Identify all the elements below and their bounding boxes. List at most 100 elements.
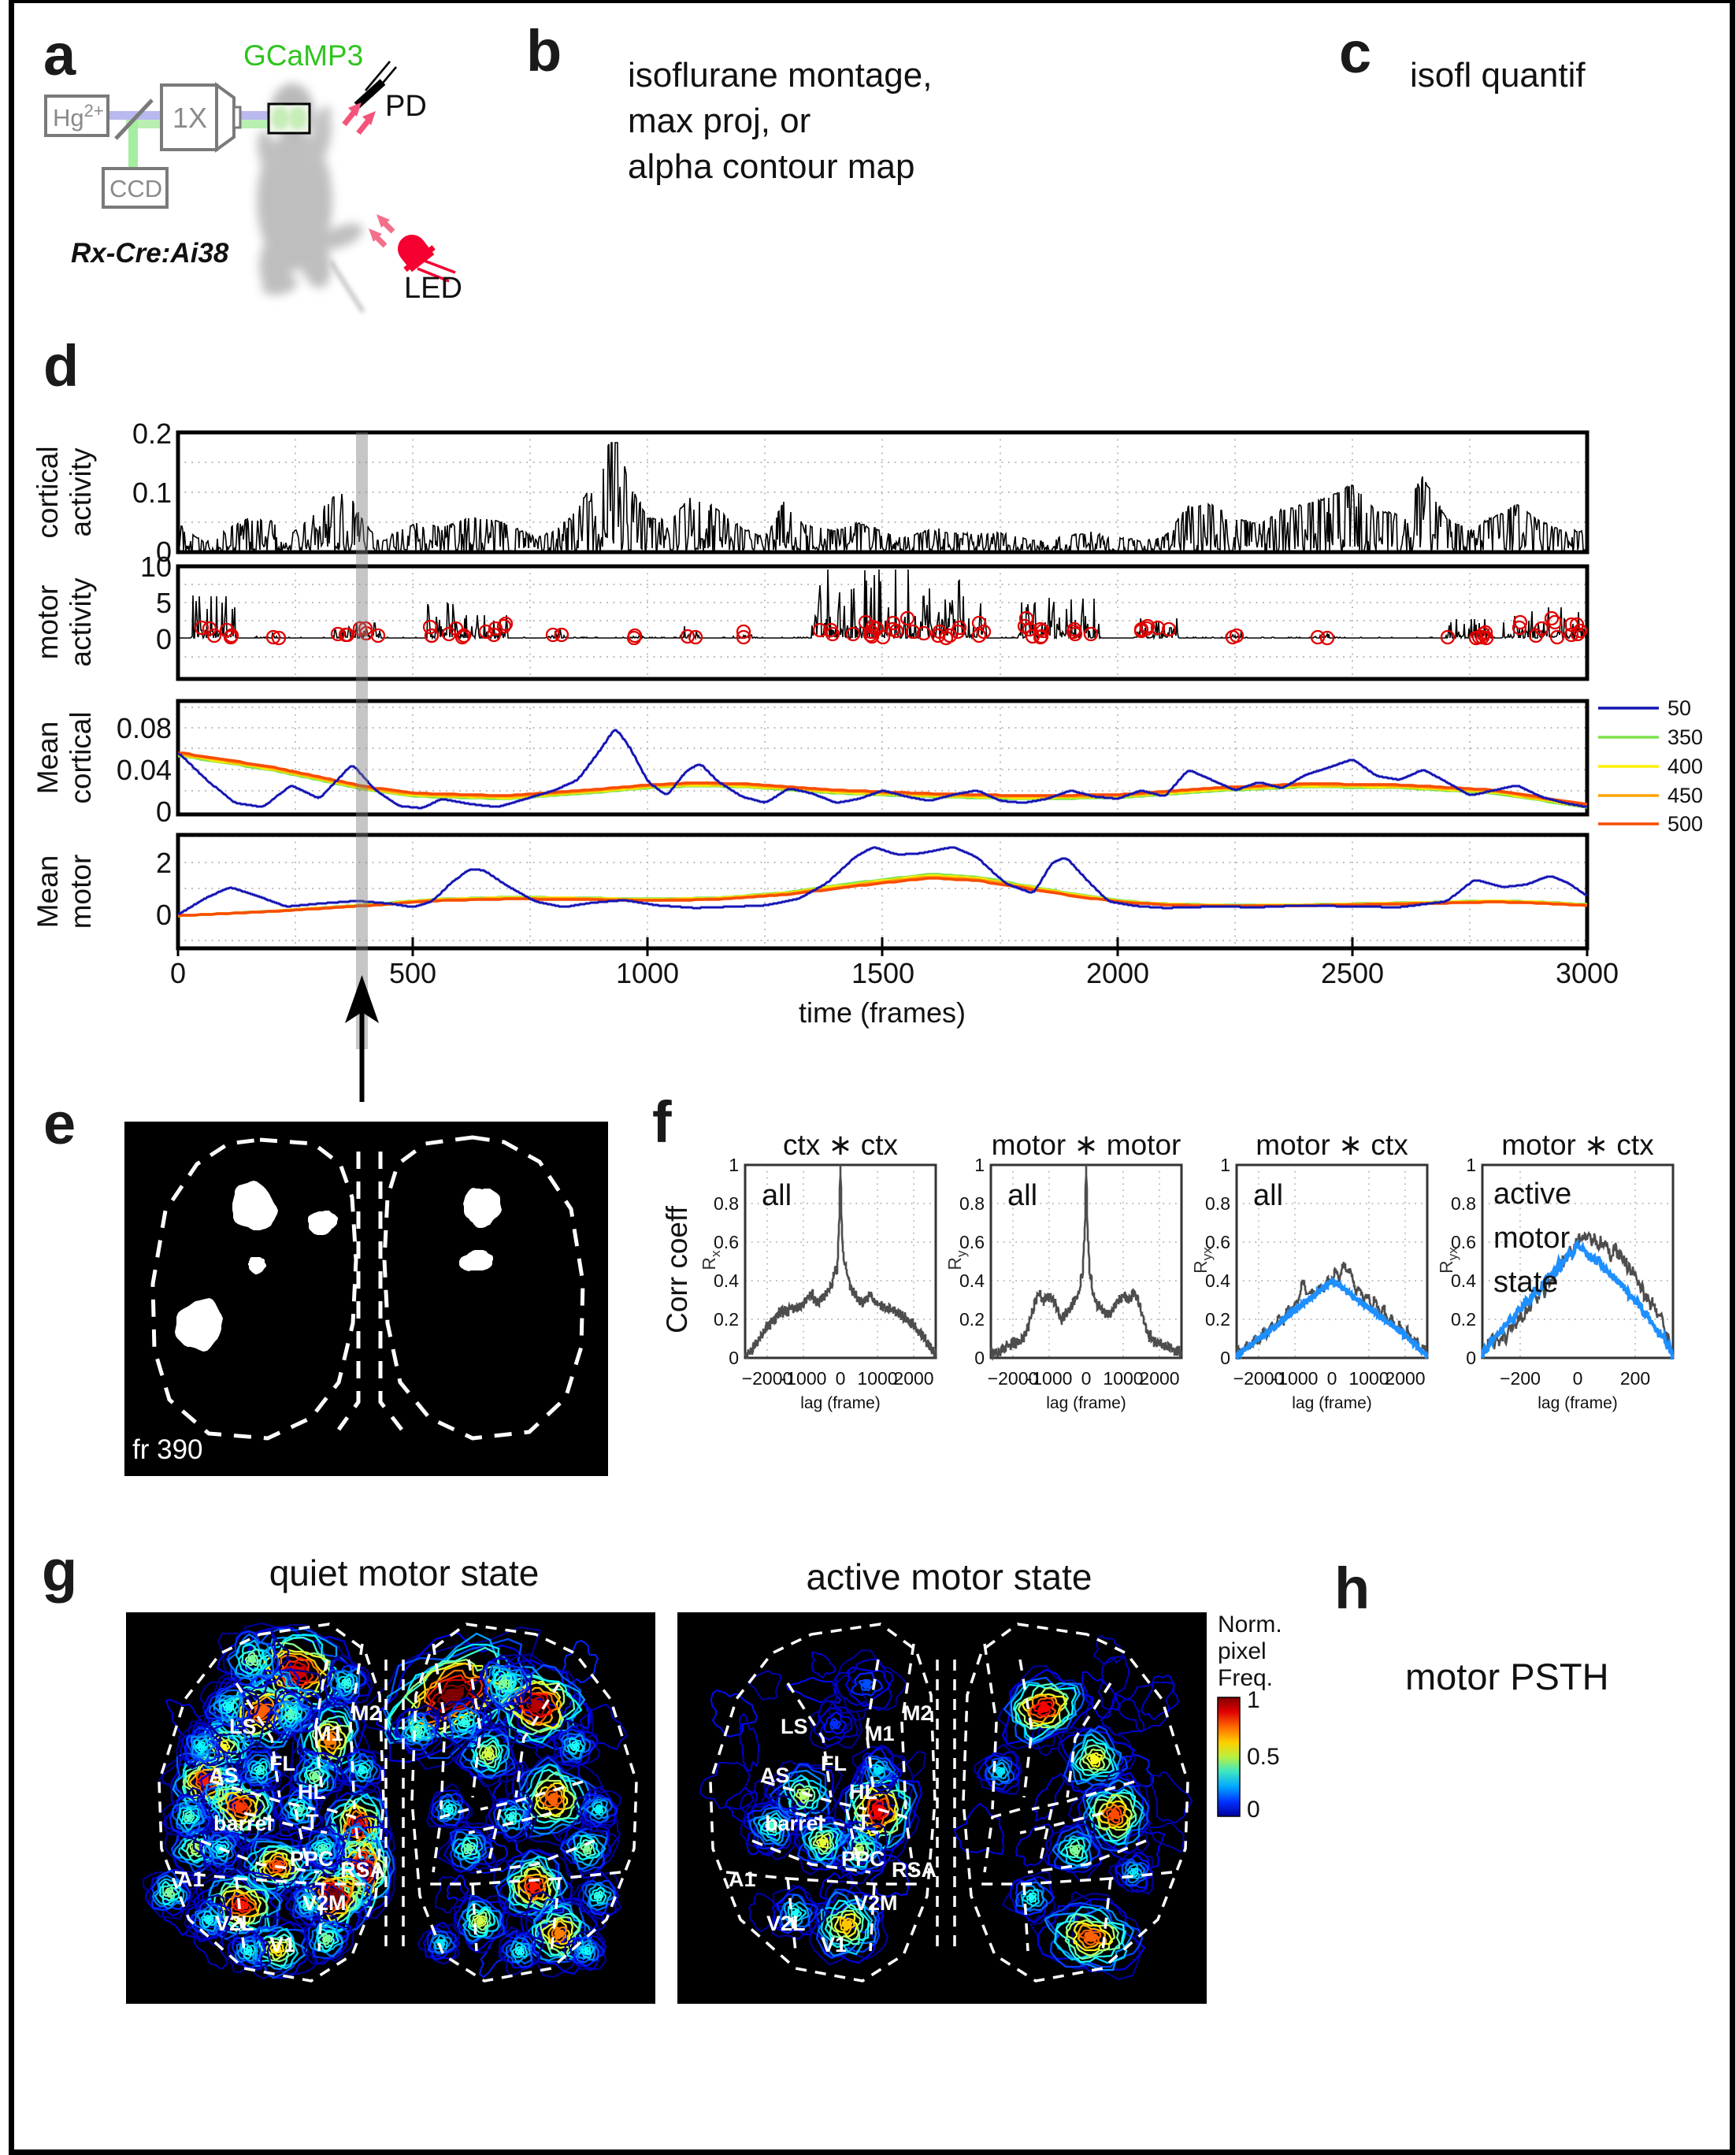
svg-text:0: 0 — [1466, 1348, 1476, 1368]
svg-text:LS: LS — [781, 1715, 808, 1738]
svg-text:0.4: 0.4 — [959, 1270, 985, 1291]
svg-text:a: a — [43, 22, 76, 87]
svg-text:T: T — [306, 1810, 319, 1834]
svg-text:T: T — [857, 1810, 870, 1834]
svg-text:active motor state: active motor state — [806, 1556, 1092, 1597]
svg-text:0.6: 0.6 — [714, 1232, 739, 1252]
svg-text:0.6: 0.6 — [1205, 1232, 1230, 1252]
svg-text:M2: M2 — [351, 1701, 381, 1725]
svg-text:barrel: barrel — [213, 1812, 273, 1835]
svg-text:HL: HL — [849, 1780, 877, 1804]
svg-text:AS: AS — [760, 1764, 790, 1787]
svg-text:0.2: 0.2 — [132, 417, 172, 450]
svg-text:Rx: Rx — [699, 1250, 723, 1270]
svg-text:0.6: 0.6 — [959, 1232, 985, 1252]
svg-text:V2L: V2L — [215, 1912, 254, 1935]
svg-text:d: d — [43, 333, 79, 399]
svg-text:450: 450 — [1667, 784, 1703, 807]
svg-text:motor ∗ ctx: motor ∗ ctx — [1256, 1129, 1408, 1161]
svg-text:motor ∗ ctx: motor ∗ ctx — [1501, 1129, 1654, 1161]
svg-text:motor ∗ motor: motor ∗ motor — [992, 1129, 1181, 1161]
svg-text:0: 0 — [1327, 1368, 1337, 1389]
svg-text:Hg2+: Hg2+ — [53, 101, 104, 132]
svg-text:active: active — [1493, 1178, 1571, 1211]
svg-text:0.08: 0.08 — [117, 712, 172, 744]
svg-text:-1000: -1000 — [1272, 1368, 1319, 1389]
svg-text:0: 0 — [1081, 1368, 1092, 1389]
svg-text:350: 350 — [1667, 725, 1703, 749]
svg-text:PD: PD — [385, 90, 427, 123]
svg-text:lag (frame): lag (frame) — [1046, 1394, 1126, 1412]
svg-text:activity: activity — [65, 577, 97, 667]
svg-text:0.4: 0.4 — [714, 1270, 739, 1291]
svg-text:1X: 1X — [172, 102, 207, 134]
svg-text:2000: 2000 — [893, 1368, 933, 1389]
svg-text:Corr coeff: Corr coeff — [661, 1205, 693, 1333]
svg-text:0.8: 0.8 — [1205, 1193, 1230, 1214]
svg-text:V1: V1 — [269, 1933, 295, 1957]
svg-text:Norm.: Norm. — [1218, 1612, 1282, 1638]
svg-text:-1000: -1000 — [1026, 1368, 1073, 1389]
svg-text:V1: V1 — [821, 1933, 847, 1957]
svg-text:−200: −200 — [1500, 1368, 1541, 1389]
svg-text:200: 200 — [1620, 1368, 1650, 1389]
svg-text:pixel: pixel — [1218, 1638, 1267, 1664]
svg-text:RSA: RSA — [340, 1858, 385, 1882]
svg-text:−2000: −2000 — [1233, 1368, 1285, 1389]
svg-text:0.4: 0.4 — [1451, 1270, 1476, 1291]
svg-text:0: 0 — [156, 623, 172, 655]
svg-text:0: 0 — [836, 1368, 846, 1389]
svg-text:2500: 2500 — [1321, 957, 1384, 989]
svg-text:0: 0 — [1573, 1368, 1583, 1389]
svg-text:fr 390: fr 390 — [132, 1434, 203, 1465]
svg-text:1000: 1000 — [857, 1368, 897, 1389]
svg-text:2000: 2000 — [1139, 1368, 1179, 1389]
svg-text:−2000: −2000 — [988, 1368, 1039, 1389]
svg-text:0.04: 0.04 — [117, 754, 172, 786]
svg-text:PPC: PPC — [290, 1847, 334, 1871]
svg-text:0.2: 0.2 — [714, 1309, 739, 1330]
svg-text:lag (frame): lag (frame) — [800, 1394, 881, 1412]
svg-text:A1: A1 — [729, 1868, 756, 1891]
svg-text:400: 400 — [1667, 755, 1703, 778]
svg-text:1: 1 — [1247, 1687, 1260, 1713]
svg-text:motor PSTH: motor PSTH — [1405, 1656, 1609, 1697]
svg-text:barrel: barrel — [765, 1812, 824, 1835]
svg-text:lag (frame): lag (frame) — [1538, 1394, 1618, 1412]
svg-text:500: 500 — [389, 957, 436, 989]
svg-text:Freq.: Freq. — [1218, 1665, 1273, 1691]
svg-text:1: 1 — [1220, 1155, 1230, 1175]
svg-text:0.2: 0.2 — [1451, 1309, 1476, 1330]
svg-text:Rx-Cre:Ai38: Rx-Cre:Ai38 — [71, 238, 229, 269]
svg-text:M2: M2 — [903, 1701, 933, 1725]
svg-text:e: e — [43, 1091, 76, 1156]
svg-text:A1: A1 — [177, 1868, 205, 1891]
svg-text:HL: HL — [298, 1780, 326, 1804]
svg-text:2000: 2000 — [1086, 957, 1149, 989]
svg-text:cortical: cortical — [65, 711, 97, 803]
svg-text:time (frames): time (frames) — [799, 996, 966, 1029]
svg-text:alpha contour map: alpha contour map — [628, 147, 914, 186]
svg-text:0: 0 — [1247, 1797, 1260, 1823]
svg-text:GCaMP3: GCaMP3 — [243, 39, 363, 72]
svg-text:0.8: 0.8 — [714, 1193, 739, 1214]
svg-text:Mean: Mean — [32, 721, 64, 795]
svg-text:0.5: 0.5 — [1247, 1744, 1280, 1770]
svg-text:Ryx: Ryx — [1436, 1247, 1460, 1274]
svg-text:0.2: 0.2 — [1205, 1309, 1230, 1330]
svg-text:0.8: 0.8 — [1451, 1193, 1476, 1214]
svg-text:0.4: 0.4 — [1205, 1270, 1230, 1291]
svg-text:1000: 1000 — [1103, 1368, 1143, 1389]
svg-text:0: 0 — [170, 957, 186, 989]
svg-text:b: b — [526, 18, 562, 83]
svg-text:h: h — [1334, 1556, 1370, 1621]
svg-text:M1: M1 — [313, 1722, 343, 1745]
svg-text:1000: 1000 — [1348, 1368, 1389, 1389]
svg-text:V2M: V2M — [854, 1891, 898, 1915]
svg-text:Mean: Mean — [32, 855, 64, 929]
svg-text:all: all — [1253, 1179, 1283, 1212]
svg-text:f: f — [652, 1089, 672, 1155]
svg-text:FL: FL — [269, 1752, 295, 1775]
svg-text:0: 0 — [974, 1348, 985, 1368]
svg-text:CCD: CCD — [109, 175, 162, 202]
